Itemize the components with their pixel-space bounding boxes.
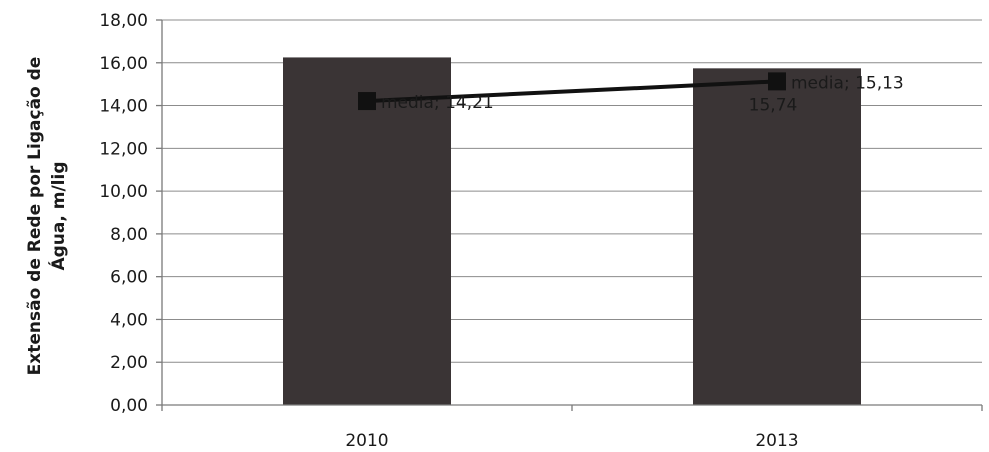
y-axis-title: Extensão de Rede por Ligação de Água, m/… (25, 57, 69, 376)
media-line (366, 79, 778, 104)
media-line-series (358, 72, 786, 111)
x-category-label: 2010 (345, 431, 388, 451)
bar-2010 (283, 57, 451, 406)
y-tick-label: 4,00 (110, 310, 148, 330)
x-axis-categories: 2010 2013 (345, 431, 798, 451)
bar-2013 (693, 68, 861, 405)
media-label-2010: media; 14,21 (381, 93, 494, 113)
media-marker-2013 (768, 72, 786, 91)
axes (161, 20, 983, 411)
y-tick-label: 2,00 (110, 353, 148, 373)
y-tick-label: 18,00 (99, 11, 148, 31)
y-tick-label: 8,00 (110, 225, 148, 245)
y-tick-label: 14,00 (99, 97, 148, 117)
bar-label-2013: 15,74 (749, 95, 798, 115)
y-axis-title-line-1: Extensão de Rede por Ligação de (25, 57, 45, 376)
y-tick-label: 6,00 (110, 268, 148, 288)
x-category-label: 2013 (755, 431, 798, 451)
y-tick-label: 10,00 (99, 182, 148, 202)
y-axis-title-line-2: Água, m/lig (47, 161, 69, 270)
media-label-2013: media; 15,13 (791, 73, 904, 93)
y-tick-label: 16,00 (99, 54, 148, 74)
bar-series (283, 57, 861, 406)
media-marker-2010 (358, 92, 376, 111)
y-axis-ticks: 0,00 2,00 4,00 6,00 8,00 10,00 12,00 14,00 16,00… (99, 11, 162, 416)
y-tick-label: 12,00 (99, 139, 148, 159)
y-tick-label: 0,00 (110, 396, 148, 416)
